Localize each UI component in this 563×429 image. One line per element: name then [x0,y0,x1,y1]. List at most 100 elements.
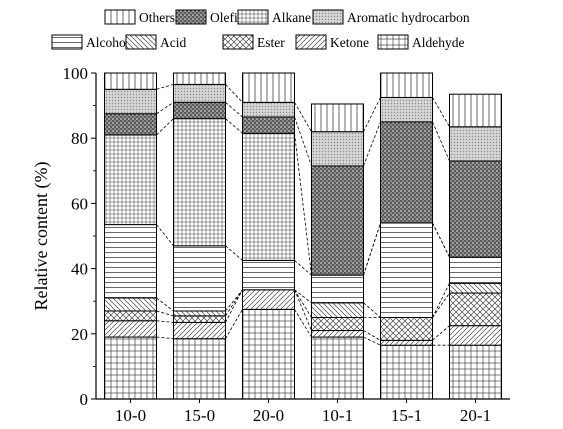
legend-label: Aromatic hydrocarbon [347,10,470,25]
legend-item-aldehyde: Aldehyde [377,34,464,50]
legend-label: Alcohol [86,35,130,50]
x-tick-label-20-0: 20-0 [253,406,284,425]
connector-line [156,84,174,90]
bar-segment-ketone-15-1 [380,339,433,346]
legend-item-olefin: Olefin [175,9,245,25]
connector-line [363,121,381,167]
bar-segment-olefin-20-1 [449,160,502,258]
legend-swatch [312,9,344,25]
bar-segment-ketone-10-0 [104,320,157,338]
bar-segment-others-15-0 [173,72,226,85]
bar-segment-aromatic-hydrocarbon-20-0 [242,101,295,118]
legend-label: Ketone [330,35,369,50]
legend-label: Olefin [210,10,245,25]
y-tick-label: 60 [71,194,88,213]
connector-line [156,118,174,136]
legend-label: Ester [257,35,285,50]
bar-segment-aldehyde-20-1 [449,344,502,400]
y-tick-label: 20 [71,325,88,344]
connector-line [432,121,450,162]
legend-item-aromatic-hydrocarbon: Aromatic hydrocarbon [312,9,470,25]
legend-label: Acid [160,35,186,50]
bar-segment-acid-10-1 [311,302,364,318]
connector-line [294,260,312,276]
connector-line [294,102,312,132]
connector-line [432,325,450,341]
bar-segment-aldehyde-15-1 [380,344,433,400]
legend-swatch [295,34,327,50]
y-axis-title: Relative content (%) [31,162,52,311]
y-tick-label: 40 [71,260,88,279]
x-tick-label-15-1: 15-1 [391,406,422,425]
bar-segment-aromatic-hydrocarbon-10-0 [104,88,157,115]
bar-segment-others-20-0 [242,72,295,103]
connector-line [363,336,381,346]
connector-line [363,222,381,276]
legend-item-acid: Acid [125,34,186,50]
bar-segment-ketone-15-0 [173,321,226,340]
connector-line [432,222,450,258]
legend-item-alkane: Alkane [237,9,311,25]
bar-segment-aromatic-hydrocarbon-10-1 [311,131,364,167]
connector-line [294,289,312,331]
connector-line [225,289,243,317]
bar-segment-alkane-15-0 [173,118,226,247]
bar-segment-ketone-20-0 [242,289,295,310]
connector-line [225,84,243,103]
legend-swatch [175,9,207,25]
bar-segment-ester-15-0 [173,315,226,323]
bar-segment-ester-15-1 [380,317,433,341]
bar-segment-alcohol-10-1 [311,274,364,304]
legend-swatch [125,34,157,50]
y-tick-label: 100 [63,64,89,83]
legend-swatch [104,9,136,25]
legend-item-others: Others [104,9,175,25]
connector-line [225,309,243,339]
bar-segment-alkane-10-0 [104,134,157,226]
connector-line [363,97,381,132]
bar-segment-acid-15-0 [173,310,226,317]
bar-segment-others-10-0 [104,72,157,90]
legend-item-alcohol: Alcohol [51,34,130,50]
bar-segment-ester-10-1 [311,317,364,332]
legend-swatch [222,34,254,50]
legend-item-ester: Ester [222,34,285,50]
legend-swatch [237,9,269,25]
bar-segment-alkane-20-0 [242,132,295,261]
connector-line [156,297,174,312]
connector-line [156,224,174,247]
connector-line [363,302,381,318]
legend: Others Olefin Alkane Aromatic hydrocarbon Al… [51,9,470,50]
bar-segment-aldehyde-15-0 [173,338,226,400]
bar-segment-olefin-10-1 [311,165,364,276]
connector-line [225,289,243,323]
connector-line [225,289,243,312]
x-tick-label-10-1: 10-1 [322,406,353,425]
connector-line [432,283,450,318]
bar-segment-aromatic-hydrocarbon-20-1 [449,126,502,162]
connector-line [294,133,312,276]
legend-label: Aldehyde [412,35,464,50]
bar-segment-olefin-15-1 [380,121,433,224]
connector-line [156,320,174,323]
bar-segment-alcohol-20-1 [449,256,502,284]
connector-line [156,310,174,317]
connector-line [294,309,312,338]
bar-segment-acid-20-1 [449,282,502,294]
connector-lines [156,84,450,346]
bar-segment-aldehyde-20-0 [242,308,295,400]
bar-segment-olefin-10-0 [104,113,157,136]
bar-segment-alcohol-10-0 [104,224,157,299]
connector-line [432,292,450,318]
y-tick-label: 0 [80,390,89,409]
axes: 0 20 40 60 80 100 10-0 15-0 20-0 10-1 15-1 20-1 Rela… [31,64,510,425]
connector-line [225,102,243,118]
bar-segment-aldehyde-10-0 [104,336,157,400]
bar-segment-alcohol-20-0 [242,259,295,291]
bar-segment-ester-20-1 [449,292,502,327]
connector-line [225,118,243,134]
bar-segment-olefin-20-0 [242,116,295,134]
legend-label: Alkane [272,10,311,25]
legend-swatch [377,34,409,50]
